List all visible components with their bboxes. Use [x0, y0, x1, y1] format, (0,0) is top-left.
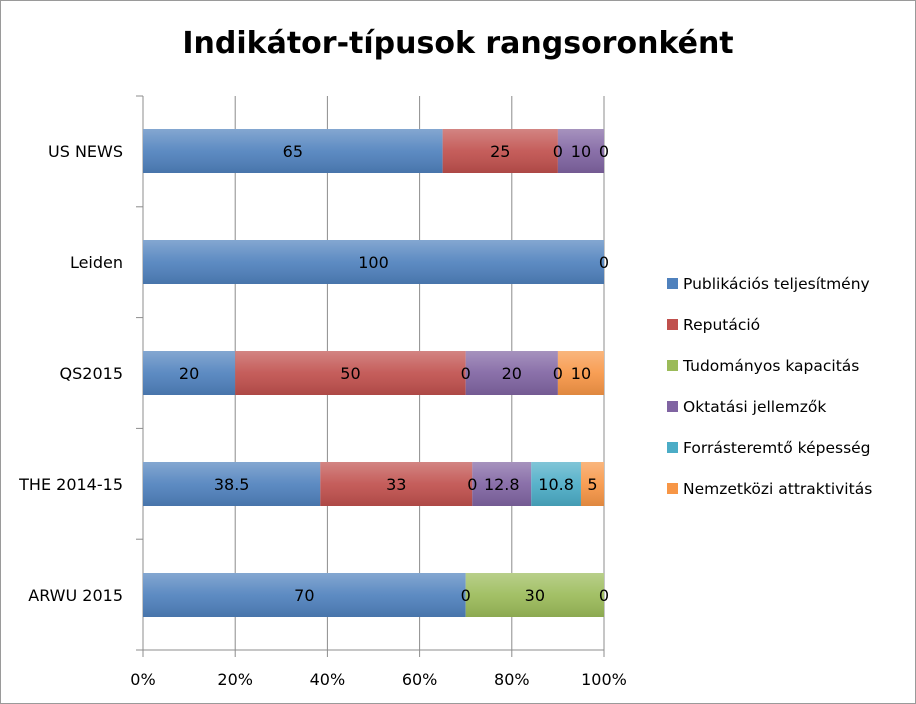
- bar-segment-shade: [143, 573, 466, 617]
- bar-segment-shade: [580, 462, 604, 506]
- data-label: 0: [599, 586, 609, 605]
- legend-swatch: [667, 360, 678, 371]
- legend-swatch: [667, 278, 678, 289]
- bar-segment-shade: [531, 462, 581, 506]
- data-label: 5: [587, 475, 597, 494]
- legend: Publikációs teljesítmény Reputáció Tudomán…: [667, 275, 872, 498]
- category-label: US NEWS: [48, 142, 123, 161]
- bar-segment-shade: [143, 351, 236, 395]
- category-label: THE 2014-15: [18, 475, 123, 494]
- legend-label: Nemzetközi attraktivitás: [683, 480, 872, 498]
- category-label: Leiden: [70, 253, 123, 272]
- data-label: 70: [294, 586, 314, 605]
- legend-label: Publikációs teljesítmény: [683, 275, 870, 293]
- legend-label: Oktatási jellemzők: [683, 398, 826, 416]
- bar-segment-shade: [143, 240, 604, 284]
- data-label: 50: [340, 364, 360, 383]
- legend-swatch: [667, 401, 678, 412]
- data-label: 20: [179, 364, 199, 383]
- legend-swatch: [667, 442, 678, 453]
- x-tick-label: 100%: [581, 670, 627, 689]
- data-label: 33: [386, 475, 406, 494]
- x-tick-label: 80%: [494, 670, 530, 689]
- x-tick-label: 0%: [130, 670, 155, 689]
- bar-segment-shade: [235, 351, 466, 395]
- bar-segment-shade: [465, 573, 604, 617]
- data-label: 10: [571, 364, 591, 383]
- data-label: 20: [502, 364, 522, 383]
- data-label: 0: [599, 142, 609, 161]
- bars: [143, 129, 604, 617]
- category-label: QS2015: [60, 364, 123, 383]
- bar-segment-shade: [557, 129, 604, 173]
- chart-title: Indikátor-típusok rangsoronként: [182, 26, 734, 61]
- data-label: 10.8: [538, 475, 574, 494]
- data-label: 0: [467, 475, 477, 494]
- x-tick-label: 40%: [310, 670, 346, 689]
- legend-swatch: [667, 483, 678, 494]
- data-label: 25: [490, 142, 510, 161]
- data-label: 10: [571, 142, 591, 161]
- data-label: 0: [553, 364, 563, 383]
- data-label: 0: [461, 586, 471, 605]
- data-label: 30: [525, 586, 545, 605]
- data-label: 12.8: [484, 475, 520, 494]
- bar-segment-shade: [557, 351, 604, 395]
- data-label: 0: [461, 364, 471, 383]
- x-tick-label: 60%: [402, 670, 438, 689]
- legend-label: Tudományos kapacitás: [682, 357, 859, 375]
- x-tick-label: 20%: [217, 670, 253, 689]
- data-label: 100: [358, 253, 389, 272]
- bar-segment-shade: [143, 462, 321, 506]
- bar-segment-shade: [143, 129, 443, 173]
- legend-swatch: [667, 319, 678, 330]
- data-label: 65: [283, 142, 303, 161]
- legend-label: Reputáció: [683, 316, 760, 334]
- bar-segment-shade: [442, 129, 558, 173]
- data-label: 0: [599, 253, 609, 272]
- data-label: 0: [553, 142, 563, 161]
- category-label: ARWU 2015: [28, 586, 123, 605]
- legend-label: Forrásteremtő képesség: [683, 439, 871, 457]
- bar-segment-shade: [320, 462, 473, 506]
- bar-segment-shade: [465, 351, 558, 395]
- bar-segment-shade: [472, 462, 532, 506]
- data-label: 38.5: [214, 475, 250, 494]
